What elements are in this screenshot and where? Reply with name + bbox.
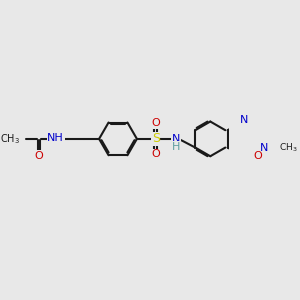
Text: N: N [240, 116, 248, 125]
Text: O: O [152, 118, 160, 128]
Text: CH$_3$: CH$_3$ [279, 141, 297, 154]
Text: S: S [152, 132, 160, 146]
Text: O: O [253, 151, 262, 161]
Text: O: O [152, 149, 160, 159]
Text: O: O [35, 151, 44, 160]
Text: CH$_3$: CH$_3$ [0, 132, 20, 146]
Text: H: H [172, 142, 180, 152]
Text: N: N [260, 142, 269, 153]
Text: NH: NH [47, 133, 64, 143]
Text: N: N [172, 134, 180, 144]
